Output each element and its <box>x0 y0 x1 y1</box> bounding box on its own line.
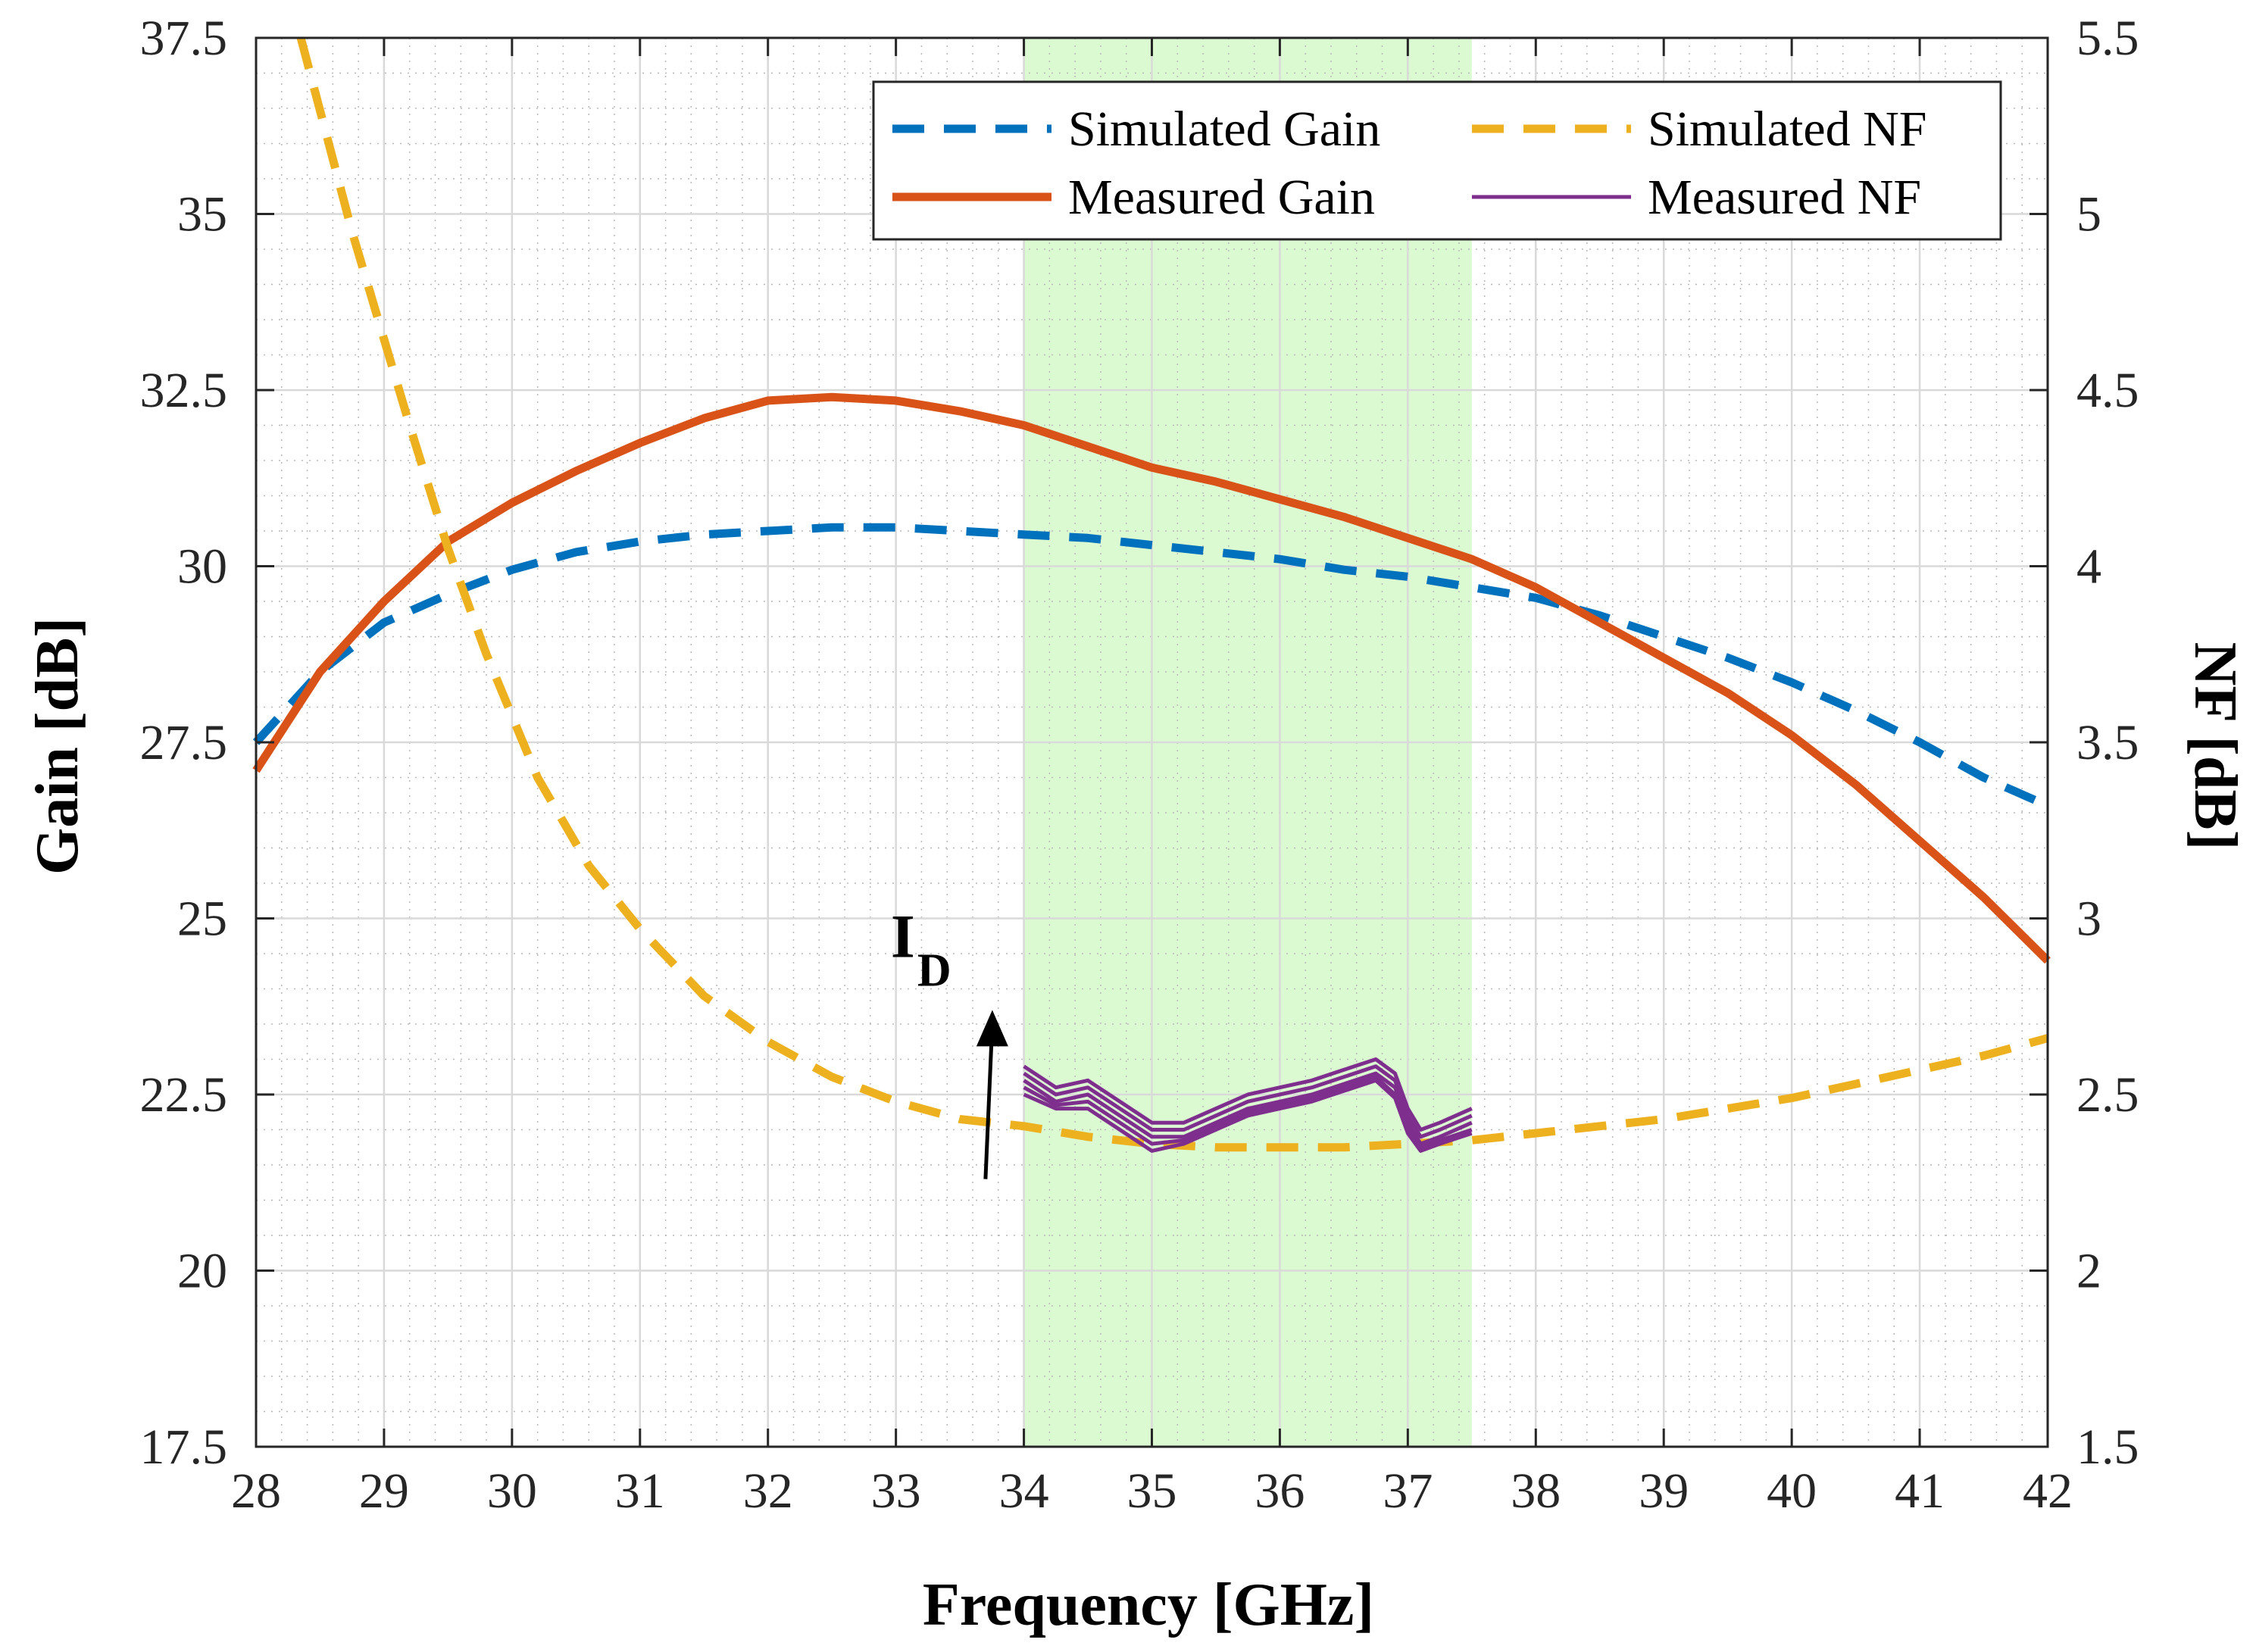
y2-tick-label: 3 <box>2076 892 2101 947</box>
x-tick-label: 39 <box>1639 1463 1689 1519</box>
y2-tick-label: 5 <box>2076 187 2101 242</box>
x-tick-label: 38 <box>1511 1463 1561 1519</box>
y2-tick-label: 1.5 <box>2076 1419 2139 1475</box>
y-tick-label: 37.5 <box>140 11 228 66</box>
y2-tick-label: 4 <box>2076 539 2101 595</box>
y2-tick-label: 2 <box>2076 1244 2101 1299</box>
measured-nf-trace <box>1023 1075 1473 1150</box>
id-arrow-shaft <box>983 1040 994 1179</box>
simulated-nf-line <box>296 36 2049 1152</box>
y2-axis-title: NF [dB] <box>2182 642 2248 851</box>
x-tick-label: 35 <box>1127 1463 1177 1519</box>
id-annotation-label: I <box>891 901 915 970</box>
legend-label-measured-nf: Measured NF <box>1648 170 1921 225</box>
legend-label-simulated-gain: Simulated Gain <box>1068 101 1380 157</box>
x-tick-label: 36 <box>1255 1463 1305 1519</box>
y-tick-label: 20 <box>177 1244 227 1299</box>
legend-box <box>872 80 2002 241</box>
y-tick-label: 25 <box>177 892 227 947</box>
x-tick-label: 37 <box>1383 1463 1433 1519</box>
y2-tick-label: 5.5 <box>2076 11 2139 66</box>
y-tick-label: 32.5 <box>140 363 228 418</box>
x-tick-label: 32 <box>743 1463 793 1519</box>
x-tick-label: 42 <box>2023 1463 2073 1519</box>
y2-tick-label: 2.5 <box>2076 1067 2139 1123</box>
x-tick-label: 31 <box>615 1463 665 1519</box>
legend: Simulated Gain Simulated NF Measured Gain M… <box>872 80 2002 241</box>
axes-layer: 28 29 30 31 32 33 34 35 36 37 38 39 40 41 4217.52022.5… <box>140 11 2139 1519</box>
x-tick-label: 30 <box>487 1463 537 1519</box>
y-tick-label: 22.5 <box>140 1067 228 1123</box>
x-tick-label: 41 <box>1895 1463 1945 1519</box>
x-tick-label: 40 <box>1767 1463 1817 1519</box>
measured-nf-trace <box>1023 1057 1473 1132</box>
id-annotation-subscript: D <box>917 945 951 996</box>
legend-label-simulated-nf: Simulated NF <box>1648 101 1927 157</box>
id-arrow-head <box>976 1010 1008 1047</box>
y-tick-label: 35 <box>177 187 227 242</box>
measured-nf-trace <box>1023 1071 1473 1146</box>
simulated-gain-line <box>252 523 2050 810</box>
measured-nf-trace <box>1023 1078 1473 1153</box>
measured-gain-line <box>252 392 2051 964</box>
x-axis-title: Frequency [GHz] <box>923 1572 1374 1638</box>
x-tick-label: 33 <box>871 1463 921 1519</box>
x-tick-label: 28 <box>231 1463 281 1519</box>
y-tick-label: 30 <box>177 539 227 595</box>
legend-label-measured-gain: Measured Gain <box>1068 170 1375 225</box>
series-layer <box>252 36 2051 1153</box>
x-tick-label: 34 <box>999 1463 1049 1519</box>
y2-tick-label: 3.5 <box>2076 715 2139 770</box>
y-axis-title: Gain [dB] <box>24 617 91 875</box>
y-tick-label: 17.5 <box>140 1419 228 1475</box>
y2-tick-label: 4.5 <box>2076 363 2139 418</box>
measured-nf-trace <box>1023 1064 1473 1139</box>
x-tick-label: 29 <box>359 1463 409 1519</box>
y-tick-label: 27.5 <box>140 715 228 770</box>
